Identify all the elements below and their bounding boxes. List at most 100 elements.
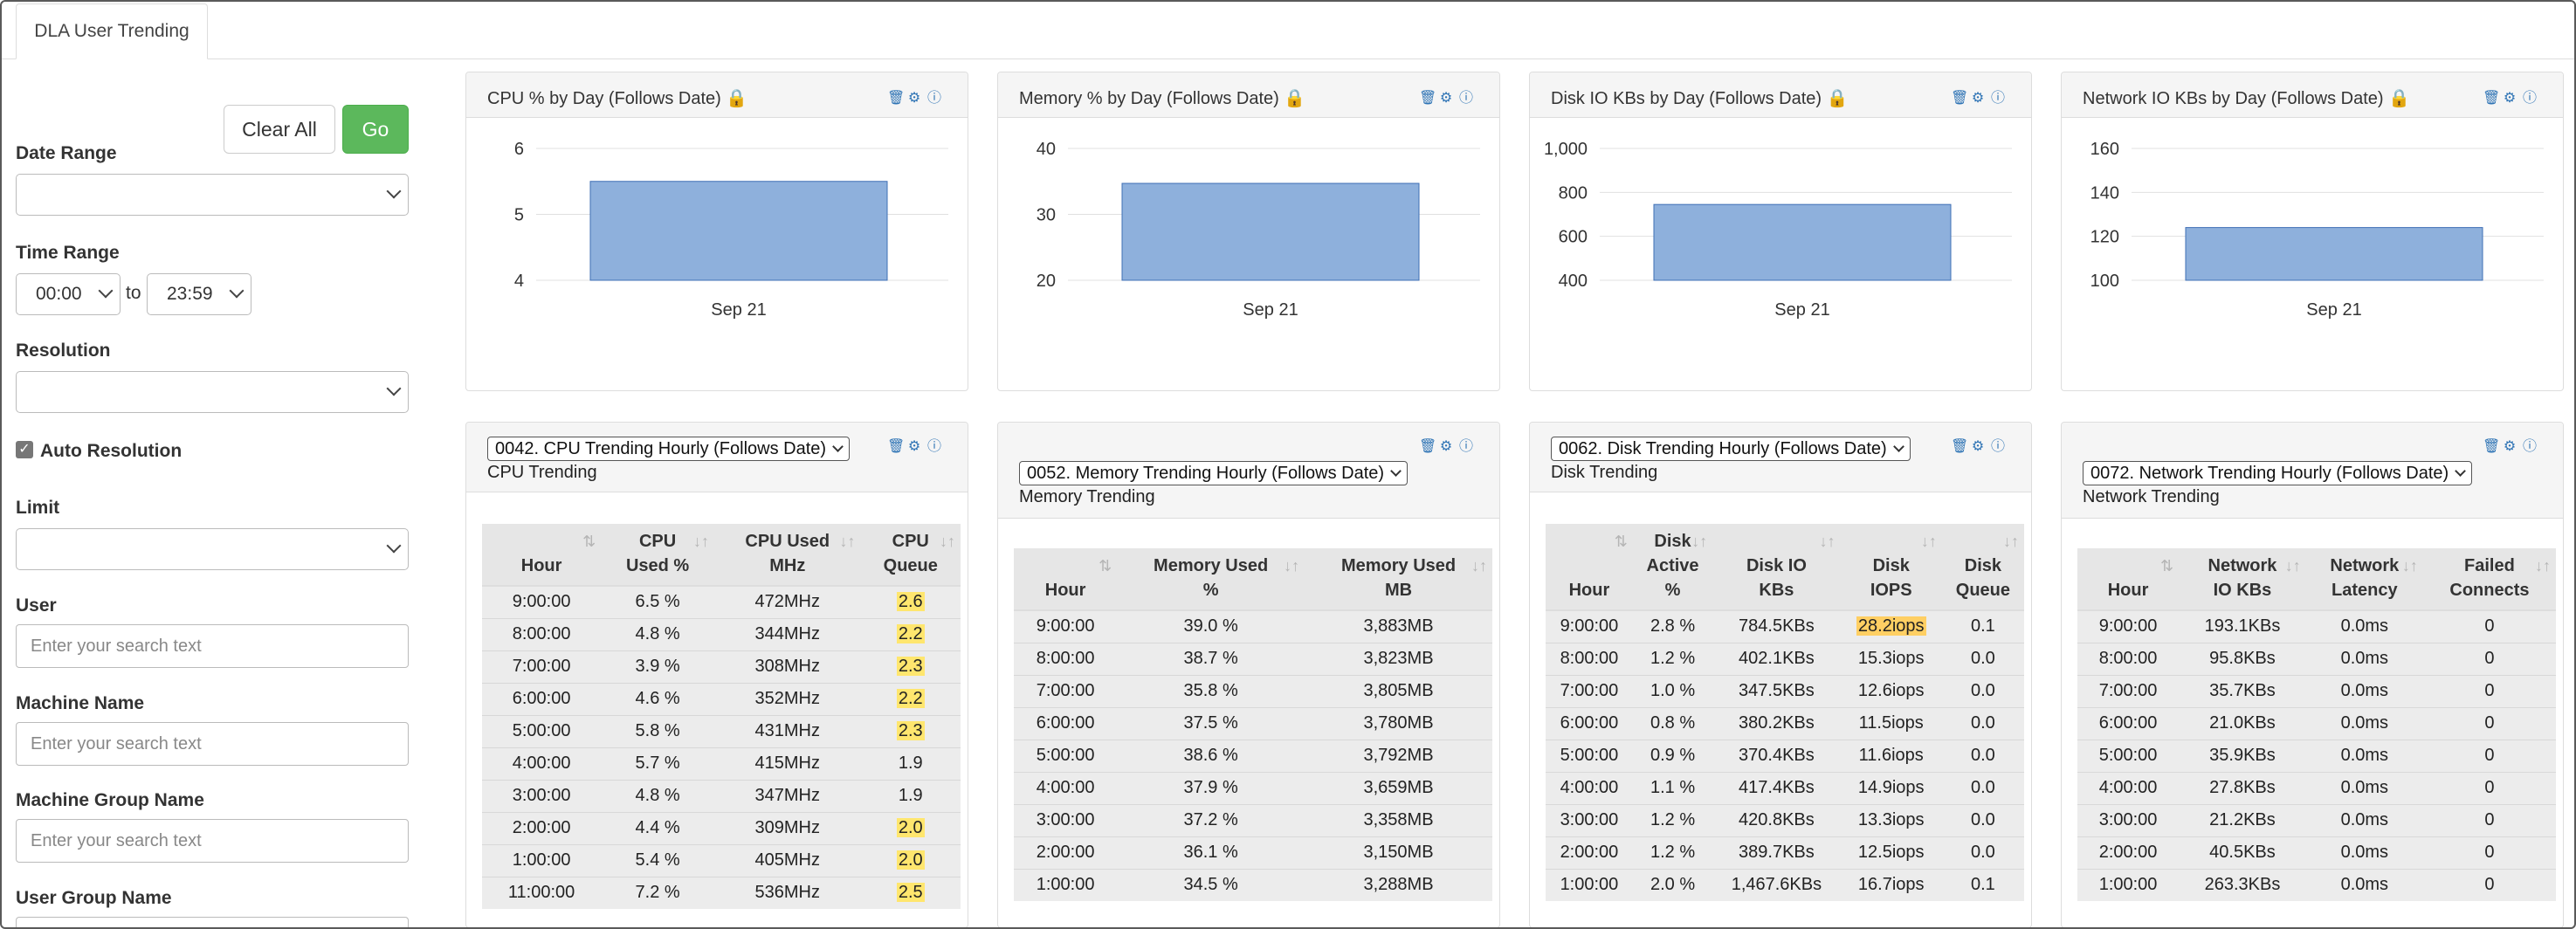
table-cell: 0.0ms	[2305, 706, 2423, 740]
table-cell: 3,792MB	[1305, 739, 1492, 772]
gear-icon[interactable]: ⚙	[1439, 91, 1453, 106]
network-report-dropdown[interactable]: 0072. Network Trending Hourly (Follows D…	[2083, 461, 2473, 485]
x-tick-label: Sep 21	[2306, 300, 2361, 320]
time-from-value: 00:00	[36, 284, 82, 304]
info-icon[interactable]: ⓘ	[1991, 91, 2006, 106]
y-tick-label: 20	[1037, 272, 1056, 291]
gear-icon[interactable]: ⚙	[907, 439, 921, 454]
table-cell: 0	[2422, 609, 2556, 643]
table-cell: 16.7iops	[1840, 868, 1942, 901]
table-cell: 11.5iops	[1840, 706, 1942, 740]
column-header[interactable]: Hour ⇅	[2077, 548, 2180, 611]
info-icon[interactable]: ⓘ	[1991, 439, 2006, 454]
trash-icon[interactable]: 🗑	[2483, 91, 2501, 106]
panel-icons: 🗑 ⚙ ⓘ	[887, 92, 941, 106]
cpu-report-dropdown[interactable]: 0042. CPU Trending Hourly (Follows Date)	[487, 437, 851, 461]
column-header[interactable]: Disk Active% ↓↑	[1632, 524, 1713, 611]
auto-resolution-checkbox[interactable]: ✓	[16, 441, 33, 458]
trash-icon[interactable]: 🗑	[1419, 91, 1437, 106]
gear-icon[interactable]: ⚙	[1439, 439, 1453, 454]
disk-report-dropdown[interactable]: 0062. Disk Trending Hourly (Follows Date…	[1551, 437, 1911, 461]
column-header[interactable]: Memory Used% ↓↑	[1117, 548, 1305, 611]
column-header[interactable]: Hour ⇅	[1014, 548, 1118, 611]
resolution-select[interactable]	[16, 371, 409, 413]
machine-group-search-input[interactable]: Enter your search text	[16, 819, 409, 863]
highlighted-value: 28.2iops	[1856, 616, 1926, 637]
column-header[interactable]: Network Latency ↓↑	[2305, 548, 2423, 611]
gear-icon[interactable]: ⚙	[1971, 439, 1985, 454]
table-row: 5:00:00 35.9KBs 0.0ms 0	[2077, 739, 2556, 772]
user-group-search-input[interactable]	[16, 917, 409, 927]
table-cell: 9:00:00	[1546, 609, 1633, 643]
table-cell: 2.2	[860, 682, 961, 715]
clear-all-button[interactable]: Clear All	[224, 105, 335, 154]
machine-name-search-input[interactable]: Enter your search text	[16, 722, 409, 766]
table-cell: 263.3KBs	[2179, 868, 2306, 901]
info-icon[interactable]: ⓘ	[2523, 91, 2538, 106]
highlighted-value: 2.3	[896, 657, 925, 676]
table-cell: 3,805MB	[1305, 674, 1492, 707]
table-cell: 37.2 %	[1117, 803, 1305, 836]
table-cell: 1:00:00	[2077, 868, 2180, 901]
bar	[2185, 227, 2483, 281]
gear-icon[interactable]: ⚙	[1971, 91, 1985, 106]
column-header[interactable]: Failed Connects ↓↑	[2422, 548, 2556, 611]
trash-icon[interactable]: 🗑	[887, 91, 906, 106]
table-cell: 4.8 %	[601, 617, 715, 650]
column-header[interactable]: Network IO KBs ↓↑	[2179, 548, 2306, 611]
column-header[interactable]: Disk Queue ↓↑	[1941, 524, 2024, 611]
memory-report-dropdown[interactable]: 0052. Memory Trending Hourly (Follows Da…	[1019, 461, 1409, 485]
panel-icons: 🗑 ⚙ ⓘ	[2483, 92, 2537, 106]
table-row: 1:00:00 263.3KBs 0.0ms 0	[2077, 868, 2556, 901]
trash-icon[interactable]: 🗑	[1419, 439, 1437, 454]
network-table-panel: 0072. Network Trending Hourly (Follows D…	[2061, 422, 2564, 927]
table-row: 7:00:00 35.7KBs 0.0ms 0	[2077, 674, 2556, 707]
info-icon[interactable]: ⓘ	[927, 91, 942, 106]
lock-icon: 🔒	[726, 89, 748, 108]
table-cell: 0	[2422, 706, 2556, 740]
table-row: 9:00:00 6.5 % 472MHz 2.6	[482, 585, 961, 618]
table-cell: 784.5KBs	[1712, 609, 1841, 643]
column-header[interactable]: Hour ⇅	[482, 524, 602, 587]
table-cell: 2.0	[860, 843, 961, 877]
date-range-select[interactable]	[16, 174, 409, 216]
column-header[interactable]: Disk IOPS ↓↑	[1840, 524, 1942, 611]
table-cell: 4.4 %	[601, 811, 715, 844]
tab-dla-user-trending[interactable]: DLA User Trending	[16, 3, 208, 59]
x-tick-label: Sep 21	[1774, 300, 1829, 320]
sort-icon: ↓↑	[1471, 557, 1487, 575]
info-icon[interactable]: ⓘ	[2523, 439, 2538, 454]
time-to-select[interactable]: 23:59	[147, 273, 251, 315]
trash-icon[interactable]: 🗑	[2483, 439, 2501, 454]
table-cell: 431MHz	[714, 714, 861, 747]
table-cell: 9:00:00	[482, 585, 602, 618]
limit-select[interactable]	[16, 528, 409, 570]
trash-icon[interactable]: 🗑	[887, 439, 906, 454]
trash-icon[interactable]: 🗑	[1951, 91, 1969, 106]
table-row: 8:00:00 4.8 % 344MHz 2.2	[482, 617, 961, 650]
user-search-input[interactable]: Enter your search text	[16, 624, 409, 668]
column-header[interactable]: Memory Used MB ↓↑	[1305, 548, 1492, 611]
table-header-row: Hour ⇅ Memory Used% ↓↑ Memory Used MB ↓↑	[1014, 548, 1492, 611]
info-icon[interactable]: ⓘ	[927, 439, 942, 454]
go-button[interactable]: Go	[342, 105, 409, 154]
info-icon[interactable]: ⓘ	[1459, 439, 1474, 454]
machine-group-label: Machine Group Name	[16, 790, 204, 810]
trash-icon[interactable]: 🗑	[1951, 439, 1969, 454]
table-row: 6:00:00 37.5 % 3,780MB	[1014, 706, 1492, 740]
column-header[interactable]: CPU Queue ↓↑	[860, 524, 961, 587]
table-row: 4:00:00 1.1 % 417.4KBs 14.9iops 0.0	[1546, 771, 2024, 804]
table-cell: 14.9iops	[1840, 771, 1942, 804]
table-cell: 7.2 %	[601, 876, 715, 909]
gear-icon[interactable]: ⚙	[907, 91, 921, 106]
table-cell: 38.6 %	[1117, 739, 1305, 772]
column-header[interactable]: CPU Used % ↓↑	[601, 524, 715, 587]
memory-trending-table: Hour ⇅ Memory Used% ↓↑ Memory Used MB ↓↑ 9:00:0…	[1014, 548, 1492, 901]
info-icon[interactable]: ⓘ	[1459, 91, 1474, 106]
gear-icon[interactable]: ⚙	[2503, 91, 2517, 106]
time-from-select[interactable]: 00:00	[16, 273, 121, 315]
column-header[interactable]: Hour ⇅	[1546, 524, 1633, 611]
column-header[interactable]: CPU Used MHz ↓↑	[714, 524, 861, 587]
gear-icon[interactable]: ⚙	[2503, 439, 2517, 454]
column-header[interactable]: Disk IO KBs ↓↑	[1712, 524, 1841, 611]
